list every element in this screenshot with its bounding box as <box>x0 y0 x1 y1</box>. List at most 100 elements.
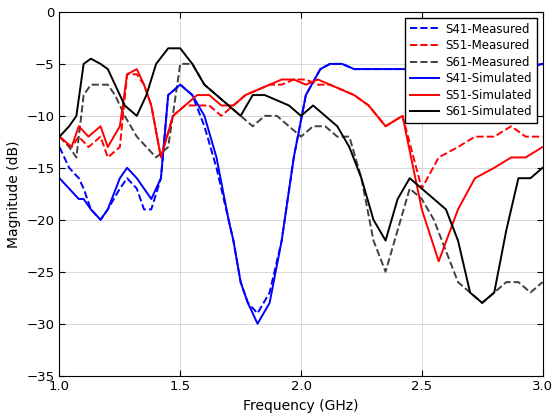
S51-Simulated <box>68 144 75 150</box>
S41-Simulated <box>56 176 63 181</box>
S61-Measured <box>358 176 365 181</box>
S51-Simulated <box>141 82 147 87</box>
S51-Measured <box>133 72 140 77</box>
S51-Measured <box>302 77 309 82</box>
S41-Simulated <box>466 67 473 72</box>
S61-Measured <box>104 82 111 87</box>
S61-Simulated <box>111 82 118 87</box>
S51-Simulated <box>56 134 63 139</box>
X-axis label: Frequency (GHz): Frequency (GHz) <box>243 399 359 413</box>
S51-Simulated <box>291 77 297 82</box>
S61-Measured <box>87 82 94 87</box>
S51-Simulated <box>157 155 164 160</box>
S61-Simulated <box>97 61 104 66</box>
S51-Simulated <box>148 103 155 108</box>
S61-Measured <box>515 280 522 285</box>
S51-Simulated <box>254 87 261 92</box>
S51-Simulated <box>124 72 130 77</box>
S61-Measured <box>431 217 437 222</box>
S41-Measured <box>491 67 498 72</box>
S61-Simulated <box>201 82 208 87</box>
S41-Simulated <box>230 238 237 243</box>
S41-Simulated <box>177 82 184 87</box>
S61-Simulated <box>262 92 268 97</box>
S41-Measured <box>418 67 425 72</box>
S61-Simulated <box>298 113 305 118</box>
S41-Measured <box>104 207 111 212</box>
S51-Simulated <box>104 144 111 150</box>
Y-axis label: Magnitude (dB): Magnitude (dB) <box>7 140 21 247</box>
S41-Simulated <box>213 155 220 160</box>
S41-Simulated <box>515 67 522 72</box>
S61-Simulated <box>527 176 534 181</box>
S41-Simulated <box>237 280 244 285</box>
S41-Measured <box>116 186 123 191</box>
S61-Simulated <box>382 238 389 243</box>
S41-Measured <box>66 165 72 171</box>
S61-Simulated <box>153 61 160 66</box>
S41-Simulated <box>66 186 72 191</box>
S61-Measured <box>442 248 449 253</box>
S51-Simulated <box>278 77 285 82</box>
S51-Measured <box>218 113 225 118</box>
S41-Measured <box>266 290 273 295</box>
S41-Measured <box>230 238 237 243</box>
Legend: S41-Measured, S51-Measured, S61-Measured, S41-Simulated, S51-Simulated, S61-Simu: S41-Measured, S51-Measured, S61-Measured… <box>405 18 536 123</box>
S41-Measured <box>157 176 164 181</box>
S61-Measured <box>503 280 510 285</box>
S41-Simulated <box>387 67 394 72</box>
S61-Measured <box>370 238 377 243</box>
S61-Measured <box>286 124 292 129</box>
S41-Simulated <box>148 197 155 202</box>
S41-Simulated <box>317 67 324 72</box>
S51-Measured <box>97 134 104 139</box>
S61-Measured <box>165 144 171 150</box>
S41-Simulated <box>278 238 285 243</box>
S41-Measured <box>317 67 324 72</box>
S51-Measured <box>230 103 237 108</box>
S41-Simulated <box>442 67 449 72</box>
S61-Measured <box>273 113 280 118</box>
S51-Measured <box>76 134 82 139</box>
S41-Simulated <box>165 92 171 97</box>
S61-Simulated <box>407 176 413 181</box>
S61-Simulated <box>431 197 437 202</box>
S41-Measured <box>387 67 394 72</box>
S41-Simulated <box>399 67 406 72</box>
S41-Simulated <box>97 217 104 222</box>
S61-Measured <box>249 124 256 129</box>
S61-Simulated <box>73 113 80 118</box>
S41-Measured <box>141 207 147 212</box>
S41-Measured <box>466 67 473 72</box>
S61-Measured <box>262 113 268 118</box>
S61-Simulated <box>143 92 150 97</box>
S51-Simulated <box>206 92 213 97</box>
S61-Simulated <box>177 46 184 51</box>
S41-Measured <box>56 144 63 150</box>
S41-Measured <box>326 61 333 66</box>
S51-Measured <box>339 87 346 92</box>
S61-Measured <box>310 124 316 129</box>
S41-Simulated <box>201 113 208 118</box>
S51-Measured <box>508 124 515 129</box>
S51-Measured <box>365 103 372 108</box>
S51-Measured <box>539 134 546 139</box>
S61-Simulated <box>122 103 128 108</box>
S61-Simulated <box>503 228 510 233</box>
S51-Simulated <box>418 207 425 212</box>
S41-Measured <box>97 217 104 222</box>
S51-Measured <box>326 82 333 87</box>
S41-Simulated <box>104 207 111 212</box>
S61-Simulated <box>455 238 461 243</box>
S61-Simulated <box>189 61 195 66</box>
S61-Measured <box>213 92 220 97</box>
S61-Measured <box>153 155 160 160</box>
S61-Measured <box>298 134 305 139</box>
S61-Simulated <box>515 176 522 181</box>
S51-Simulated <box>472 176 478 181</box>
S51-Measured <box>315 82 321 87</box>
S61-Measured <box>491 290 498 295</box>
Line: S61-Measured: S61-Measured <box>59 64 543 303</box>
S41-Measured <box>124 176 130 181</box>
S61-Simulated <box>225 103 232 108</box>
